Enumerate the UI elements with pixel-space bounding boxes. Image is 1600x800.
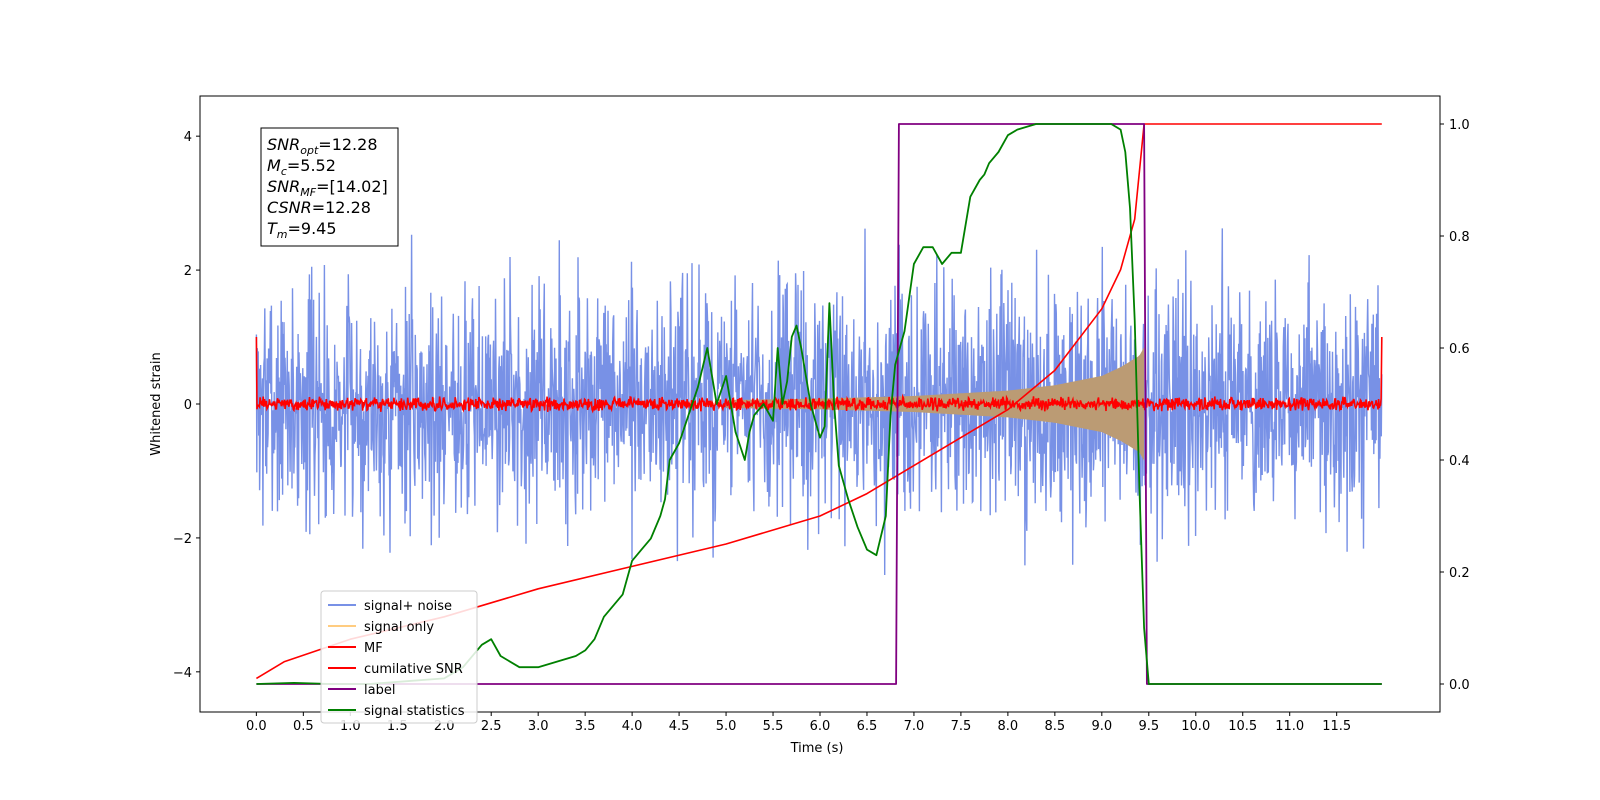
x-tick-label: 11.0 [1275, 719, 1304, 734]
annotation-symbol: SNR [267, 135, 300, 154]
y-right-tick-label: 0.6 [1449, 342, 1470, 357]
y-left-tick-label: −2 [173, 532, 192, 547]
legend-label: MF [364, 641, 383, 656]
annotation-line: SNRopt=12.28 [267, 135, 378, 157]
annotation-value: =5.52 [287, 156, 336, 175]
x-tick-label: 2.5 [481, 719, 502, 734]
annotation-value: =12.28 [312, 198, 371, 217]
annotation-value: =[14.02] [316, 177, 388, 196]
x-tick-label: 3.5 [575, 719, 596, 734]
x-tick-label: 5.0 [716, 719, 737, 734]
x-tick-label: 0.5 [293, 719, 314, 734]
legend-label: cumilative SNR [364, 662, 463, 677]
series-mf [255, 336, 1383, 414]
annotation-value: =12.28 [318, 135, 377, 154]
x-axis: 0.0 0.5 1.0 1.5 2.0 2.5 3.0 3.5 4.0 4.5 5.0 5.5 6.0 6… [246, 712, 1351, 734]
y-right-tick-label: 1.0 [1449, 118, 1470, 133]
annotation-line: Tm=9.45 [267, 219, 337, 241]
annotation-symbol: CSNR [267, 198, 312, 217]
legend: signal+ noise signal only MF cumilative SNR… [320, 590, 478, 724]
annotation-box: SNRopt=12.28Mc=5.52SNRMF=[14.02]CSNR=12.… [260, 127, 399, 247]
annotation-subscript: MF [300, 186, 316, 199]
annotation-subscript: m [277, 228, 288, 241]
x-axis-label: Time (s) [790, 741, 844, 756]
y-left-tick-label: 4 [184, 130, 192, 145]
x-tick-label: 3.0 [528, 719, 549, 734]
x-tick-label: 0.0 [246, 719, 267, 734]
legend-frame [320, 590, 478, 724]
annotation-line: SNRMF=[14.02] [267, 177, 388, 199]
x-tick-label: 11.5 [1322, 719, 1351, 734]
legend-label: signal+ noise [364, 599, 452, 614]
y-left-tick-label: 2 [184, 264, 192, 279]
annotation-subscript: c [281, 165, 287, 178]
x-tick-label: 7.0 [904, 719, 925, 734]
annotation-symbol: SNR [267, 177, 300, 196]
x-tick-label: 4.0 [622, 719, 643, 734]
y-axis-left: −4 −2 0 2 4 [173, 130, 200, 681]
legend-label: label [364, 683, 395, 698]
x-tick-label: 9.0 [1091, 719, 1112, 734]
y-right-tick-label: 0.0 [1449, 678, 1470, 693]
x-tick-label: 4.5 [669, 719, 690, 734]
y-left-tick-label: −4 [173, 666, 192, 681]
annotation-symbol: M [267, 156, 281, 175]
annotation-value: =9.45 [288, 219, 337, 238]
x-tick-label: 10.0 [1181, 719, 1210, 734]
y-right-tick-label: 0.8 [1449, 230, 1470, 245]
annotation-frame [260, 127, 399, 247]
x-tick-label: 6.0 [810, 719, 831, 734]
legend-label: signal statistics [364, 704, 465, 719]
legend-label: signal only [364, 620, 434, 635]
x-tick-label: 8.5 [1045, 719, 1066, 734]
x-tick-label: 8.0 [998, 719, 1019, 734]
x-tick-label: 7.5 [951, 719, 972, 734]
x-tick-label: 6.5 [857, 719, 878, 734]
y-left-tick-label: 0 [184, 398, 192, 413]
annotation-symbol: T [267, 219, 278, 238]
annotation-line: Mc=5.52 [267, 156, 336, 178]
annotation-subscript: opt [300, 144, 319, 157]
series-signal-noise [255, 228, 1383, 576]
x-tick-label: 10.5 [1228, 719, 1257, 734]
x-tick-label: 9.5 [1138, 719, 1159, 734]
y-axis-label: Whitened strain [149, 352, 164, 455]
y-axis-right: 0.0 0.2 0.4 0.6 0.8 1.0 [1440, 118, 1470, 693]
x-tick-label: 5.5 [763, 719, 784, 734]
y-right-tick-label: 0.2 [1449, 566, 1470, 581]
series-signal-statistics [256, 123, 1382, 685]
y-right-tick-label: 0.4 [1449, 454, 1470, 469]
annotation-line: CSNR=12.28 [267, 198, 371, 217]
